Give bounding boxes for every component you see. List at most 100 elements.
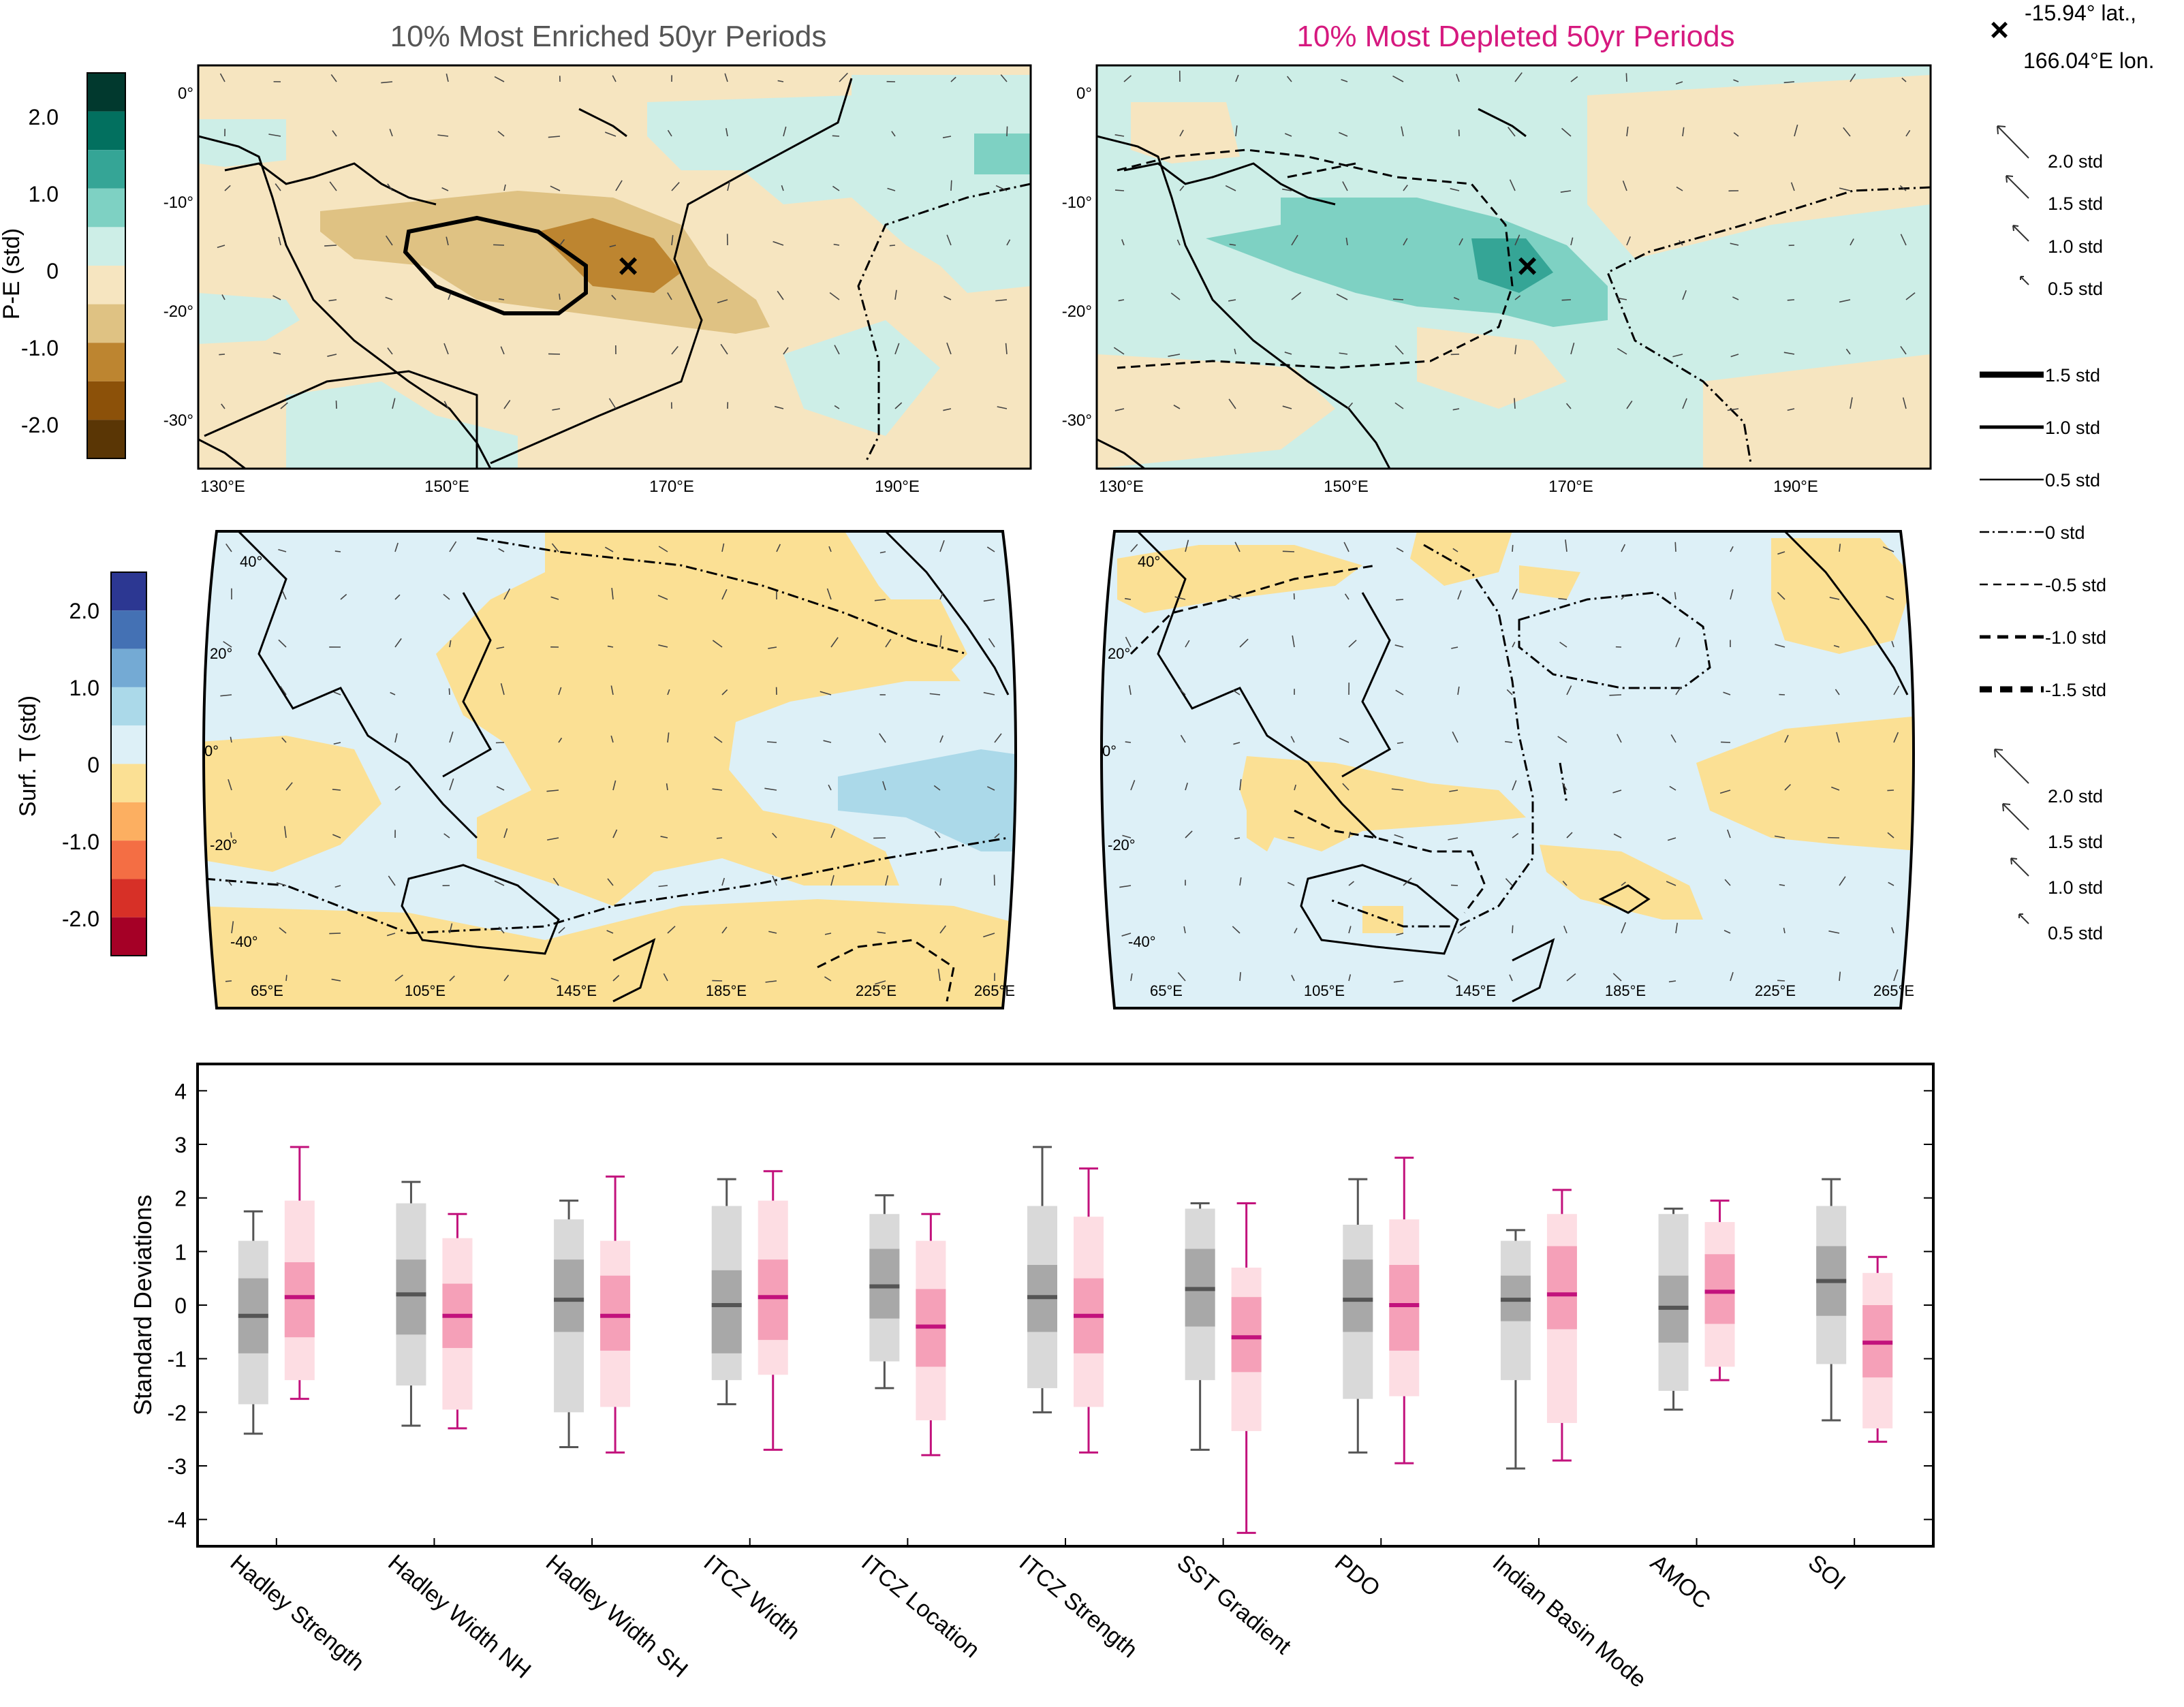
y-tick-label: 1	[174, 1240, 187, 1264]
wind-vector	[1403, 877, 1412, 886]
wind-vector	[1561, 127, 1572, 137]
wind-vector	[221, 294, 225, 300]
colorbar-segment	[111, 802, 146, 841]
wind-vector	[823, 740, 832, 743]
wind-vector	[1674, 542, 1676, 552]
wind-vector	[879, 551, 886, 554]
colorbar-segment	[111, 687, 146, 726]
wind-vector	[1291, 234, 1298, 246]
wind-vectors	[220, 539, 1002, 985]
wind-vector	[1394, 834, 1404, 839]
x-tick-label: Indian Basin Mode	[1488, 1550, 1651, 1693]
wind-vector	[1174, 596, 1186, 600]
wind-vector	[1291, 975, 1295, 982]
wind-vector	[1679, 240, 1683, 246]
wind-vector	[386, 933, 396, 937]
wind-vector	[1401, 126, 1404, 137]
wind-vector	[1888, 881, 1894, 886]
wind-vector	[1839, 187, 1851, 191]
wind-vector	[671, 345, 678, 355]
wind-vector	[285, 782, 293, 791]
wind-vector	[390, 691, 396, 695]
warm-anomaly-region	[204, 531, 1016, 1008]
wind-vector	[1675, 637, 1681, 648]
wind-vector	[1843, 127, 1851, 137]
box-interquartile	[1546, 1246, 1577, 1330]
wind-vector	[278, 236, 281, 246]
wind-vector	[1185, 783, 1188, 791]
wind-vector	[394, 785, 401, 791]
wind-vector	[1887, 789, 1894, 792]
wind-vector	[1130, 780, 1136, 791]
wind-vector	[1562, 880, 1567, 886]
wind-vector	[1565, 539, 1567, 552]
wind-vector	[1509, 179, 1516, 191]
wind-vector	[224, 185, 231, 191]
wind-vector	[1342, 783, 1350, 791]
arrow-legend-icon	[1994, 749, 2029, 784]
boxplot-panel: Hadley Strength Hadley Width NH Hadley Wid…	[129, 1063, 1935, 1693]
wind-vector	[1179, 689, 1186, 695]
wind-vector	[1392, 75, 1404, 82]
wind-vector	[334, 550, 341, 552]
wind-vector	[1290, 736, 1295, 743]
pe-colorbar	[87, 72, 126, 459]
wet-anomaly-strong	[1471, 238, 1553, 293]
wind-vector	[777, 80, 784, 82]
arrow-legend-label: 1.0 std	[2048, 236, 2103, 257]
wind-vector	[717, 299, 728, 304]
wind-vector	[385, 235, 393, 246]
wind-vector	[1829, 597, 1840, 600]
wind-vector	[500, 683, 505, 695]
wind-vector	[1121, 933, 1132, 937]
wind-vectors	[1113, 70, 1916, 411]
wind-vector	[272, 295, 281, 300]
wind-vector	[1514, 345, 1517, 355]
wind-vector	[1348, 640, 1357, 648]
site-longitude: 166.04°E lon.	[2023, 48, 2155, 73]
wind-vector	[1396, 547, 1404, 552]
wind-vector	[997, 406, 1008, 409]
wind-vector	[983, 933, 995, 938]
x-tick-label: SOI	[1803, 1550, 1850, 1595]
wind-vector	[716, 837, 723, 839]
wind-vector	[1452, 731, 1458, 743]
wind-vector	[721, 926, 728, 934]
arrow-legend-label: 0.5 std	[2048, 279, 2103, 299]
ts-colorbar-tick: 0	[87, 753, 99, 777]
colorbar-segment	[111, 572, 146, 611]
wind-vector	[1613, 833, 1622, 839]
wind-vector	[1774, 835, 1785, 839]
arrow-legend-label: 1.0 std	[2048, 877, 2103, 898]
wind-vector	[443, 593, 450, 600]
wind-vector	[830, 875, 834, 886]
wind-vector	[283, 826, 287, 839]
wind-vector	[726, 128, 728, 137]
wind-vector	[1130, 544, 1138, 552]
lat-tick-label: 0°	[1076, 84, 1092, 103]
lat-tick-label: -40°	[230, 933, 258, 950]
wind-vector	[611, 294, 617, 300]
wind-vector	[986, 546, 995, 552]
wind-vector	[449, 731, 454, 743]
wind-vector	[1839, 299, 1851, 303]
wind-vector	[1176, 239, 1181, 246]
lat-tick-label: 0°	[178, 84, 193, 103]
wind-vector	[1666, 881, 1676, 886]
boxplot-marks	[238, 1146, 1893, 1534]
wind-vectors	[1119, 539, 1900, 983]
wind-vector	[772, 875, 777, 886]
wind-vector	[1828, 930, 1840, 934]
cool-anomaly-region	[838, 749, 1016, 851]
wind-vector	[279, 686, 287, 695]
colorbar-segment	[87, 304, 125, 343]
wind-vector	[885, 875, 889, 886]
contour-0-std	[204, 537, 1009, 935]
pe-colorbar-tick: -2.0	[21, 413, 59, 437]
wind-vector	[606, 930, 614, 934]
wind-vector	[1170, 292, 1181, 300]
wind-vector	[666, 783, 668, 791]
wind-vector	[387, 347, 393, 355]
wind-vector	[1232, 689, 1241, 695]
